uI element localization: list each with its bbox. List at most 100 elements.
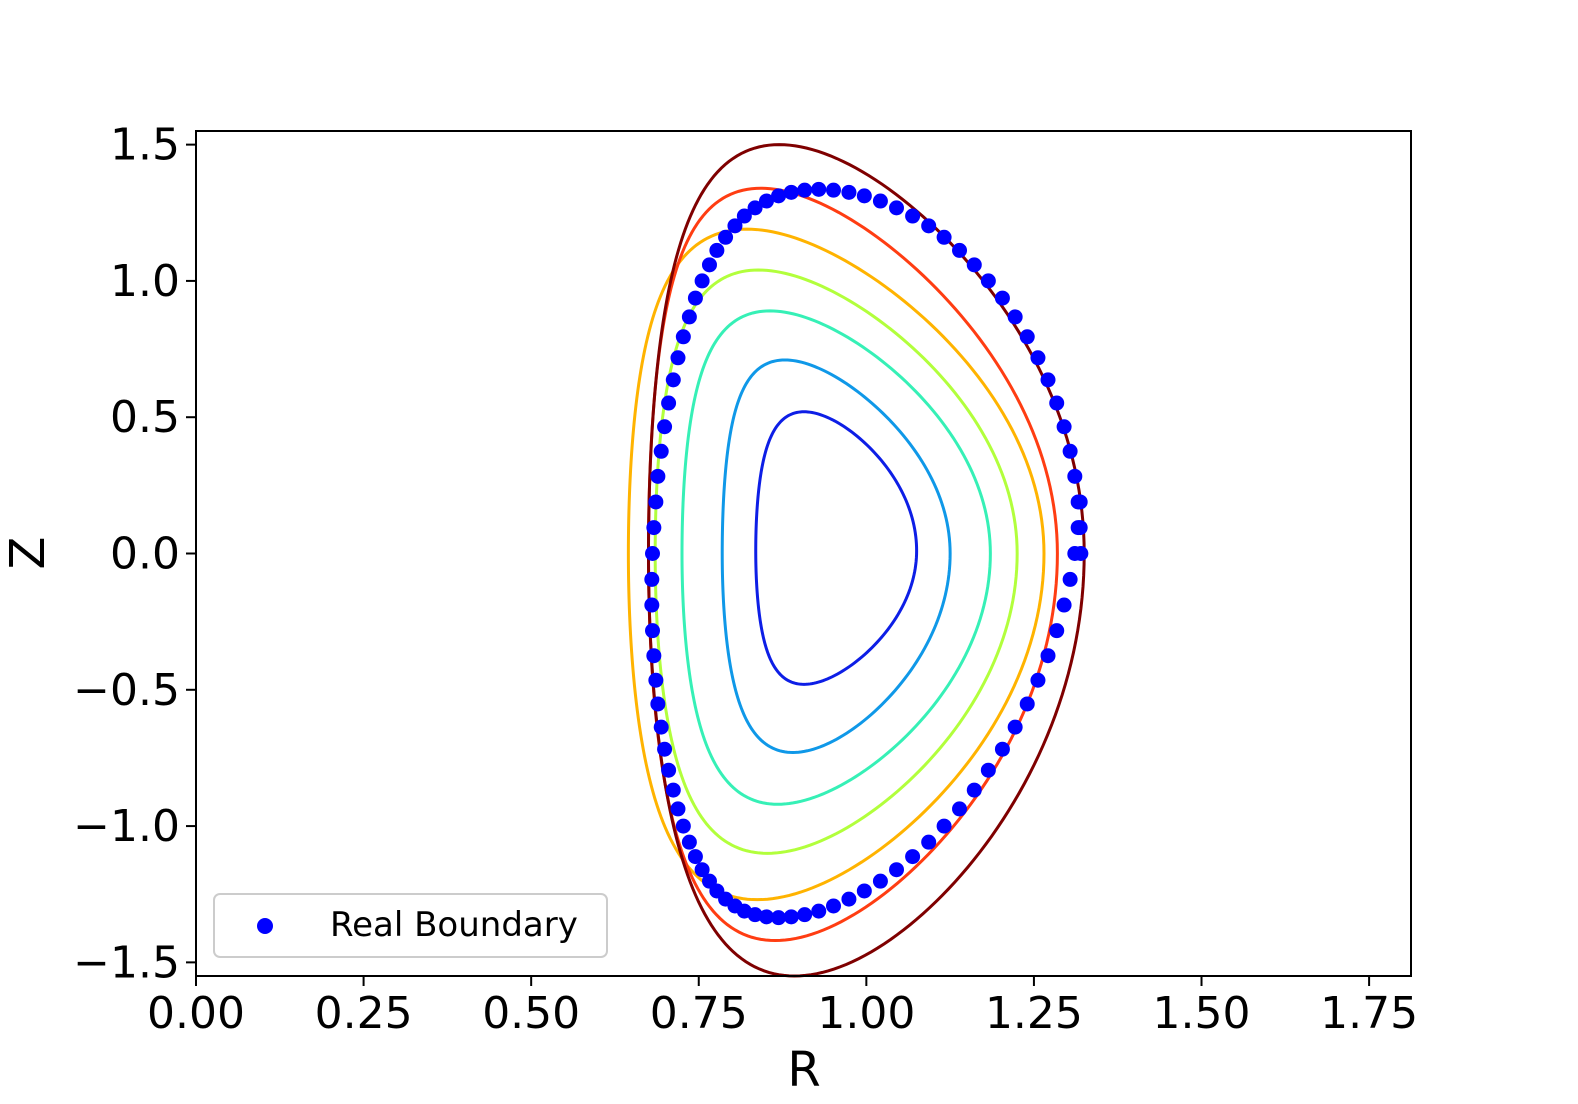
- boundary-point: [687, 849, 703, 865]
- x-axis: 0.00 0.25 0.50 0.75 1.00 1.25 1.50 1.75: [147, 976, 1418, 1039]
- boundary-point: [665, 782, 681, 798]
- boundary-point: [841, 891, 857, 907]
- boundary-point: [718, 229, 734, 245]
- boundary-point: [758, 909, 774, 925]
- boundary-point: [646, 520, 662, 536]
- boundary-point: [980, 273, 996, 289]
- boundary-point: [645, 546, 660, 561]
- boundary-point: [771, 188, 787, 204]
- x-tick-label: 0.00: [147, 988, 245, 1039]
- boundary-point: [1056, 419, 1072, 435]
- contour-line-3: [680, 309, 992, 806]
- boundary-point: [966, 782, 982, 798]
- y-tick-label: 1.0: [110, 256, 180, 307]
- boundary-point: [747, 200, 763, 216]
- boundary-point: [841, 184, 857, 200]
- contour-line-5: [626, 227, 1046, 902]
- boundary-point: [797, 182, 813, 198]
- boundary-point: [670, 350, 686, 366]
- boundary-point: [994, 741, 1010, 757]
- y-axis-title: Z: [0, 537, 56, 570]
- legend: Real Boundary: [213, 893, 608, 958]
- y-tick-label: 0.5: [110, 392, 180, 443]
- boundary-point: [701, 257, 717, 273]
- boundary-point: [921, 218, 937, 234]
- boundary-point: [653, 443, 669, 459]
- boundary-point: [758, 193, 774, 209]
- y-tick-label: −1.0: [73, 801, 180, 852]
- boundary-points: [644, 181, 1089, 926]
- x-tick-label: 1.25: [985, 988, 1083, 1039]
- boundary-point: [811, 903, 827, 919]
- y-tick-label: 0.0: [110, 529, 180, 580]
- y-axis: 1.5 1.0 0.5 0.0 −0.5 −1.0 −1.5: [73, 120, 196, 988]
- x-tick-label: 0.50: [482, 988, 580, 1039]
- legend-marker: [257, 918, 273, 934]
- boundary-point: [694, 862, 710, 878]
- plot-frame: [195, 130, 1412, 977]
- boundary-point: [1030, 672, 1046, 688]
- boundary-point: [783, 909, 799, 925]
- x-tick-label: 1.50: [1153, 988, 1251, 1039]
- boundary-point: [936, 229, 952, 245]
- boundary-point: [797, 907, 813, 923]
- boundary-point: [952, 242, 968, 258]
- legend-box: [213, 893, 608, 958]
- boundary-point: [1062, 571, 1078, 587]
- boundary-point: [646, 648, 662, 664]
- contour-line-1: [754, 410, 919, 686]
- boundary-point: [650, 696, 666, 712]
- boundary-point: [681, 309, 697, 325]
- boundary-point: [653, 719, 669, 735]
- y-tick-label: 1.5: [110, 120, 180, 171]
- boundary-point: [644, 597, 660, 613]
- boundary-point: [826, 182, 841, 198]
- boundary-point: [1056, 597, 1072, 613]
- boundary-point: [1007, 719, 1023, 735]
- boundary-point: [1067, 546, 1083, 561]
- boundary-point: [736, 208, 752, 224]
- x-tick-label: 1.75: [1320, 988, 1418, 1039]
- boundary-point: [648, 494, 664, 510]
- boundary-point: [1030, 350, 1046, 366]
- boundary-point: [681, 834, 697, 850]
- contour-line-2: [720, 358, 952, 754]
- boundary-point: [936, 818, 952, 834]
- boundary-point: [980, 762, 996, 778]
- boundary-point: [921, 834, 937, 850]
- boundary-point: [1019, 696, 1035, 712]
- x-tick-label: 0.75: [650, 988, 748, 1039]
- boundary-point: [1067, 468, 1083, 484]
- y-tick-label: −0.5: [73, 665, 180, 716]
- legend-label: Real Boundary: [330, 905, 578, 945]
- boundary-point: [1040, 372, 1056, 388]
- boundary-point: [727, 218, 743, 234]
- y-tick-label: −1.5: [73, 937, 180, 988]
- boundary-point: [675, 329, 691, 345]
- boundary-point: [747, 907, 763, 923]
- boundary-point: [650, 468, 666, 484]
- x-tick-label: 0.25: [315, 988, 413, 1039]
- boundary-point: [709, 242, 725, 258]
- boundary-point: [783, 184, 799, 200]
- boundary-point: [1070, 520, 1086, 536]
- boundary-point: [645, 623, 660, 639]
- boundary-point: [657, 741, 673, 757]
- boundary-point: [670, 801, 686, 817]
- boundary-point: [994, 290, 1010, 306]
- boundary-point: [648, 672, 664, 688]
- boundary-point: [665, 372, 681, 388]
- boundary-point: [905, 849, 921, 865]
- boundary-point: [694, 273, 710, 289]
- boundary-point: [826, 898, 841, 914]
- boundary-point: [1040, 648, 1056, 664]
- boundary-point: [644, 571, 660, 587]
- boundary-point: [856, 188, 872, 204]
- boundary-point: [889, 200, 905, 216]
- boundary-point: [1049, 623, 1065, 639]
- boundary-point: [1062, 443, 1078, 459]
- boundary-point: [1049, 395, 1065, 411]
- boundary-point: [1007, 309, 1023, 325]
- boundary-point: [771, 910, 787, 926]
- boundary-point: [1072, 494, 1088, 510]
